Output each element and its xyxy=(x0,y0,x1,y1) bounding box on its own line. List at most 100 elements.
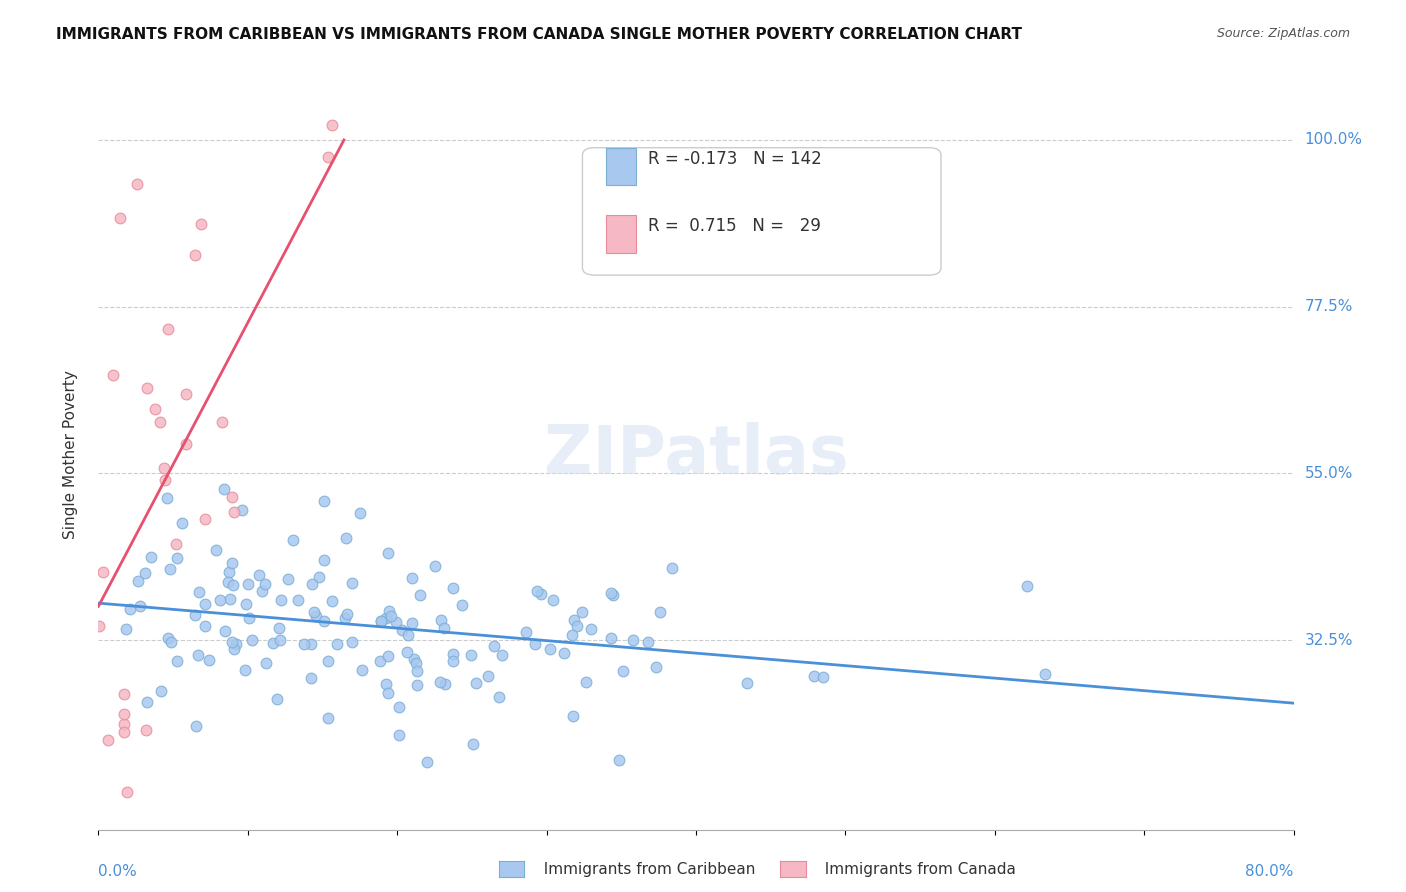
Point xyxy=(112,716,135,731)
Point xyxy=(433,621,456,635)
Point xyxy=(491,648,513,662)
Point xyxy=(184,607,207,622)
Point xyxy=(377,546,399,560)
Point xyxy=(602,588,624,602)
Point xyxy=(134,566,156,580)
Point xyxy=(388,728,411,742)
Point xyxy=(135,723,157,737)
Point xyxy=(429,675,451,690)
Point xyxy=(661,561,683,575)
Point xyxy=(312,494,335,508)
Point xyxy=(269,632,291,647)
Point xyxy=(374,676,396,690)
Point xyxy=(612,664,634,678)
Point xyxy=(737,676,759,690)
Point xyxy=(441,582,464,596)
Point xyxy=(235,663,257,677)
Point xyxy=(266,692,288,706)
Point xyxy=(135,382,157,396)
Point xyxy=(128,599,150,613)
Point xyxy=(477,669,499,683)
Point xyxy=(187,648,209,662)
Point xyxy=(221,490,243,504)
Point xyxy=(156,322,179,336)
Point xyxy=(183,248,205,262)
Point xyxy=(112,687,135,701)
Point xyxy=(190,217,212,231)
Point xyxy=(174,386,197,401)
Point xyxy=(350,664,373,678)
Text: 32.5%: 32.5% xyxy=(1305,633,1353,648)
Point xyxy=(91,566,114,580)
Point xyxy=(515,624,537,639)
Point xyxy=(645,660,668,674)
Point xyxy=(159,635,181,649)
Point xyxy=(316,711,339,725)
Point xyxy=(97,732,120,747)
Point xyxy=(561,709,583,723)
Point xyxy=(214,624,236,639)
Point xyxy=(174,436,197,450)
Point xyxy=(270,593,292,607)
Point xyxy=(112,706,135,721)
Point xyxy=(115,622,138,636)
Point xyxy=(1017,579,1039,593)
Point xyxy=(526,583,548,598)
Point xyxy=(803,668,825,682)
Point xyxy=(482,639,505,653)
Point xyxy=(166,654,188,668)
Point xyxy=(374,611,396,625)
Point xyxy=(409,588,432,602)
FancyBboxPatch shape xyxy=(606,148,637,186)
Point xyxy=(108,211,131,225)
Point xyxy=(553,646,575,660)
Point xyxy=(380,609,402,624)
Point xyxy=(115,785,138,799)
Point xyxy=(222,505,245,519)
Point xyxy=(218,565,240,579)
Point xyxy=(441,654,464,668)
Point xyxy=(194,512,217,526)
Text: Immigrants from Canada: Immigrants from Canada xyxy=(815,863,1017,877)
Point xyxy=(377,648,399,663)
FancyBboxPatch shape xyxy=(582,148,941,275)
Point xyxy=(238,611,260,625)
Point xyxy=(321,594,343,608)
Y-axis label: Single Mother Poverty: Single Mother Poverty xyxy=(63,370,77,540)
Point xyxy=(262,636,284,650)
Point xyxy=(136,695,159,709)
Point xyxy=(197,653,219,667)
Point xyxy=(218,591,240,606)
Point xyxy=(524,637,547,651)
Point xyxy=(267,621,290,635)
Text: 80.0%: 80.0% xyxy=(1246,864,1294,880)
Point xyxy=(224,642,246,657)
Point xyxy=(156,491,179,506)
Point xyxy=(184,719,207,733)
Point xyxy=(221,635,243,649)
Point xyxy=(811,670,834,684)
Point xyxy=(600,585,623,599)
Point xyxy=(170,516,193,530)
Text: R =  0.715   N =   29: R = 0.715 N = 29 xyxy=(648,218,821,235)
Point xyxy=(236,576,259,591)
Point xyxy=(287,593,309,607)
Point xyxy=(567,619,589,633)
Point xyxy=(637,635,659,649)
Point xyxy=(326,637,349,651)
Point xyxy=(368,654,391,668)
Point xyxy=(463,737,485,751)
Text: 55.0%: 55.0% xyxy=(1305,466,1353,481)
Point xyxy=(87,619,110,633)
Point xyxy=(159,562,181,576)
Text: ZIPatlas: ZIPatlas xyxy=(544,422,848,488)
Point xyxy=(621,633,644,648)
Point xyxy=(153,460,176,475)
Point xyxy=(194,619,217,633)
Point xyxy=(342,576,364,591)
Point xyxy=(222,578,245,592)
Point xyxy=(305,608,328,623)
Text: Immigrants from Caribbean: Immigrants from Caribbean xyxy=(534,863,755,877)
Point xyxy=(204,542,226,557)
Point xyxy=(217,575,239,590)
